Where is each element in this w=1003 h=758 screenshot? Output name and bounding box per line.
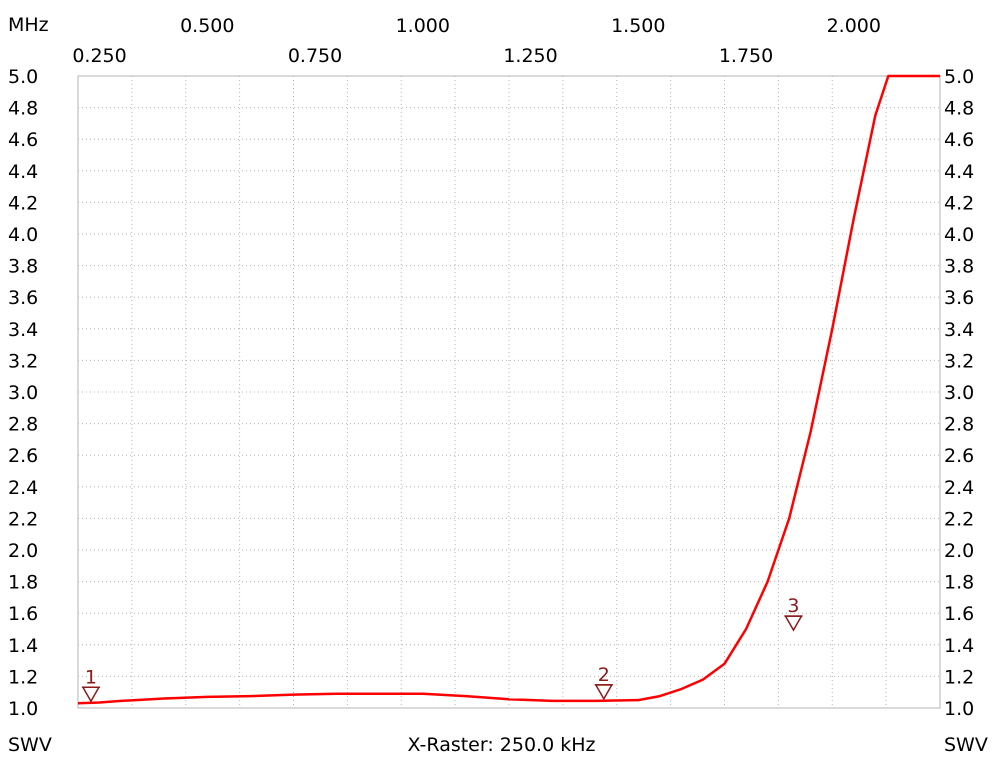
y-tick-label-left: 4.6 <box>8 129 38 151</box>
y-tick-label-right: 1.4 <box>944 635 974 657</box>
y-tick-label-left: 1.0 <box>8 698 38 720</box>
x-tick-label-upper: 2.000 <box>827 15 881 37</box>
y-tick-label-left: 1.4 <box>8 635 38 657</box>
x-tick-label-lower: 0.750 <box>288 45 342 67</box>
y-tick-label-left: 4.8 <box>8 98 38 120</box>
y-tick-label-right: 5.0 <box>944 66 974 88</box>
y-tick-label-right: 2.2 <box>944 508 974 530</box>
y-tick-label-left: 3.6 <box>8 287 38 309</box>
x-tick-label-lower: 1.250 <box>503 45 557 67</box>
x-raster-label: X-Raster: 250.0 kHz <box>407 734 596 756</box>
marker-triangle <box>594 684 614 701</box>
x-tick-label-upper: 1.500 <box>611 15 665 37</box>
y-tick-label-left: 3.2 <box>8 350 38 372</box>
y-tick-label-left: 2.0 <box>8 540 38 562</box>
y-tick-label-right: 2.8 <box>944 414 974 436</box>
y-tick-label-left: 1.8 <box>8 572 38 594</box>
y-tick-label-left: 4.4 <box>8 161 38 183</box>
y-tick-label-right: 1.0 <box>944 698 974 720</box>
y-tick-label-right: 1.6 <box>944 603 974 625</box>
x-tick-label-lower: 0.250 <box>72 45 126 67</box>
y-tick-label-right: 4.6 <box>944 129 974 151</box>
y-tick-label-right: 2.4 <box>944 477 974 499</box>
y-tick-label-left: 4.2 <box>8 192 38 214</box>
y-axis-name-right: SWV <box>944 734 988 756</box>
marker-label: 1 <box>85 666 97 688</box>
x-tick-label-upper: 1.000 <box>396 15 450 37</box>
y-tick-label-left: 5.0 <box>8 66 38 88</box>
y-tick-label-right: 4.4 <box>944 161 974 183</box>
marker-label: 3 <box>787 595 799 617</box>
y-tick-label-right: 2.0 <box>944 540 974 562</box>
x-tick-label-lower: 1.750 <box>719 45 773 67</box>
y-tick-label-left: 1.2 <box>8 666 38 688</box>
y-tick-label-left: 2.4 <box>8 477 38 499</box>
y-tick-label-right: 3.0 <box>944 382 974 404</box>
y-tick-label-right: 3.4 <box>944 319 974 341</box>
y-tick-label-right: 4.2 <box>944 192 974 214</box>
y-tick-label-right: 1.2 <box>944 666 974 688</box>
y-tick-label-left: 1.6 <box>8 603 38 625</box>
y-tick-label-left: 4.0 <box>8 224 38 246</box>
y-axis-name-left: SWV <box>8 734 52 756</box>
y-tick-label-left: 3.8 <box>8 256 38 278</box>
swr-trace <box>77 74 940 705</box>
y-tick-label-left: 3.0 <box>8 382 38 404</box>
y-tick-label-left: 2.8 <box>8 414 38 436</box>
x-unit-label: MHz <box>8 14 49 36</box>
y-tick-label-right: 3.2 <box>944 350 974 372</box>
y-tick-label-left: 3.4 <box>8 319 38 341</box>
y-tick-label-right: 4.0 <box>944 224 974 246</box>
y-tick-label-right: 4.8 <box>944 98 974 120</box>
y-tick-label-right: 3.8 <box>944 256 974 278</box>
x-tick-label-upper: 0.500 <box>180 15 234 37</box>
marker-triangle <box>784 615 803 632</box>
y-tick-label-right: 2.6 <box>944 445 974 467</box>
y-tick-label-left: 2.6 <box>8 445 38 467</box>
marker-triangle <box>81 686 101 703</box>
plot-frame <box>77 75 941 709</box>
y-tick-label-left: 2.2 <box>8 508 38 530</box>
y-tick-label-right: 1.8 <box>944 572 974 594</box>
marker-label: 2 <box>598 664 610 686</box>
y-tick-label-right: 3.6 <box>944 287 974 309</box>
